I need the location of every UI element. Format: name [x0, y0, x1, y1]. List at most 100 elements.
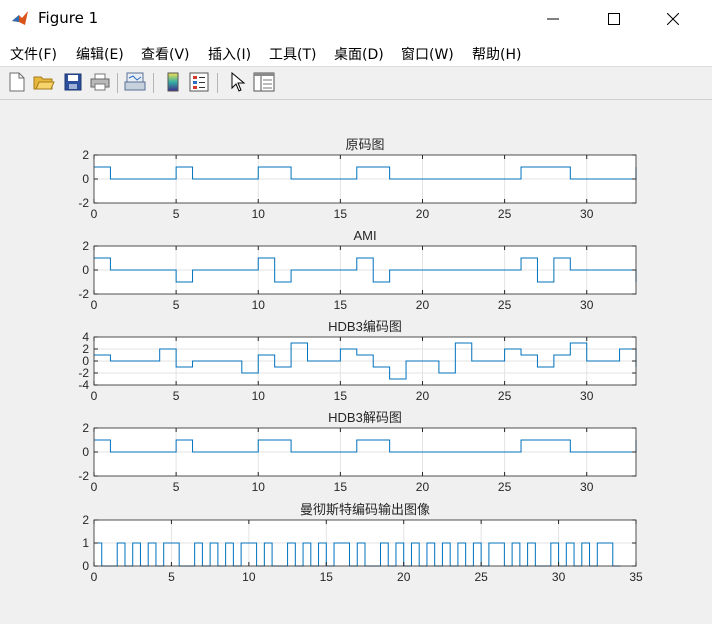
save-button[interactable]: [62, 71, 84, 93]
insert-colorbar-button[interactable]: [162, 71, 184, 93]
x-tick-label: 35: [629, 570, 643, 584]
x-tick-label: 30: [552, 570, 566, 584]
y-tick-label: 4: [82, 330, 89, 344]
x-tick-label: 25: [498, 389, 512, 403]
y-tick-label: 0: [82, 559, 89, 573]
menu-help[interactable]: 帮助(H): [472, 47, 522, 63]
x-tick-label: 10: [252, 207, 266, 221]
x-tick-label: 30: [580, 207, 594, 221]
y-tick-label: -2: [78, 366, 89, 380]
x-tick-label: 30: [580, 480, 594, 494]
link-plot-icon: [124, 72, 146, 91]
minimize-button[interactable]: [530, 0, 576, 38]
insert-legend-icon: [189, 72, 209, 92]
figure-toolbar: [0, 67, 712, 100]
menu-edit[interactable]: 编辑(E): [76, 47, 124, 63]
minimize-icon: [547, 18, 559, 20]
maximize-icon: [608, 13, 620, 25]
menu-insert[interactable]: 插入(I): [208, 47, 252, 63]
menu-view[interactable]: 查看(V): [141, 47, 190, 63]
property-editor-button[interactable]: [253, 71, 275, 93]
x-tick-label: 10: [252, 480, 266, 494]
x-tick-label: 25: [498, 207, 512, 221]
x-tick-label: 15: [334, 480, 348, 494]
x-tick-label: 20: [416, 207, 430, 221]
y-tick-label: 2: [82, 513, 89, 527]
menu-desktop[interactable]: 桌面(D): [334, 47, 384, 63]
x-tick-label: 25: [474, 570, 488, 584]
x-tick-label: 15: [334, 207, 348, 221]
x-tick-label: 15: [334, 389, 348, 403]
x-tick-label: 20: [416, 480, 430, 494]
x-tick-label: 25: [498, 480, 512, 494]
insert-legend-button[interactable]: [188, 71, 210, 93]
figure-canvas: 0 5 10 15 20 25 30 2 0 -2 原码图 0 5 10 15 20 25 30 2 0 -2 AMI 0 5…: [0, 100, 712, 620]
toolbar-separator: [217, 73, 218, 93]
y-tick-label: 0: [82, 445, 89, 459]
y-tick-label: -4: [78, 378, 89, 392]
x-tick-label: 5: [173, 207, 180, 221]
new-figure-icon: [9, 72, 25, 92]
toolbar-separator: [117, 73, 118, 93]
menu-window[interactable]: 窗口(W): [401, 47, 454, 63]
y-tick-label: -2: [78, 196, 89, 210]
x-tick-label: 10: [252, 298, 266, 312]
close-button[interactable]: [650, 0, 696, 38]
y-tick-label: 0: [82, 172, 89, 186]
toolbar-separator: [153, 73, 154, 93]
x-tick-label: 0: [91, 389, 98, 403]
open-file-button[interactable]: [33, 71, 55, 93]
print-icon: [90, 73, 110, 91]
y-tick-label: 2: [82, 421, 89, 435]
x-tick-label: 5: [173, 480, 180, 494]
menu-tools[interactable]: 工具(T): [269, 47, 317, 63]
insert-colorbar-icon: [167, 72, 179, 92]
menu-file[interactable]: 文件(F): [10, 47, 57, 63]
x-tick-label: 5: [173, 298, 180, 312]
subplot-title: 原码图: [345, 137, 384, 152]
x-tick-label: 5: [173, 389, 180, 403]
y-tick-label: -2: [78, 469, 89, 483]
maximize-button[interactable]: [591, 0, 637, 38]
subplot-title: AMI: [353, 228, 376, 243]
signal-series-line: [94, 166, 637, 180]
signal-series-line: [94, 342, 637, 380]
x-tick-label: 30: [580, 389, 594, 403]
property-editor-icon: [253, 72, 275, 92]
pointer-icon: [231, 72, 246, 92]
x-tick-label: 15: [320, 570, 334, 584]
y-tick-label: 1: [82, 536, 89, 550]
open-file-icon: [33, 76, 55, 90]
x-tick-label: 15: [334, 298, 348, 312]
y-tick-label: -2: [78, 287, 89, 301]
y-tick-label: 0: [82, 354, 89, 368]
x-tick-label: 10: [242, 570, 256, 584]
x-tick-label: 20: [416, 389, 430, 403]
subplot-title: 曼彻斯特编码输出图像: [300, 502, 430, 517]
y-tick-label: 0: [82, 263, 89, 277]
x-tick-label: 5: [168, 570, 175, 584]
x-tick-label: 20: [416, 298, 430, 312]
signal-series-line: [94, 439, 637, 453]
x-tick-label: 0: [91, 207, 98, 221]
x-tick-label: 0: [91, 298, 98, 312]
title-bar: Figure 1: [0, 0, 712, 38]
link-plot-button[interactable]: [124, 71, 146, 93]
new-figure-button[interactable]: [6, 71, 28, 93]
print-button[interactable]: [89, 71, 111, 93]
matlab-logo-icon: [12, 11, 28, 25]
window-title: Figure 1: [38, 9, 99, 27]
subplot-title: HDB3解码图: [328, 410, 402, 425]
y-tick-label: 2: [82, 239, 89, 253]
edit-plot-button[interactable]: [227, 71, 249, 93]
close-icon: [667, 13, 679, 25]
x-tick-label: 0: [91, 570, 98, 584]
x-tick-label: 30: [580, 298, 594, 312]
x-tick-label: 10: [252, 389, 266, 403]
x-tick-label: 25: [498, 298, 512, 312]
